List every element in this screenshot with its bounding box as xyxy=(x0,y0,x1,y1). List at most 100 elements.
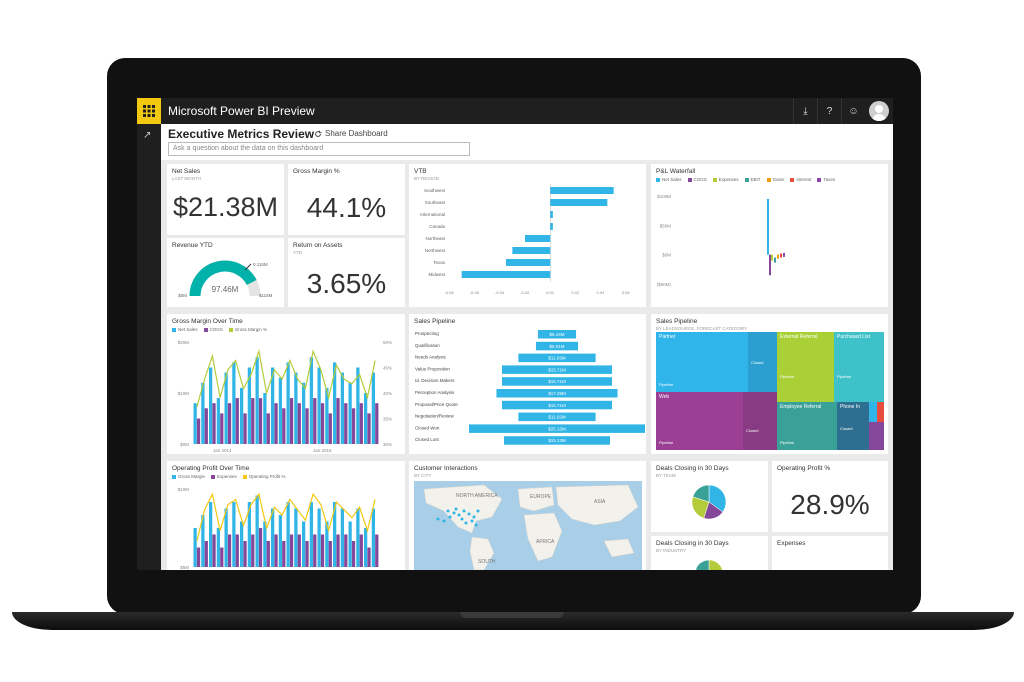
tile-return-on-assets[interactable]: Return on Assets YTD 3.65% xyxy=(288,238,405,307)
bar-series-2 xyxy=(251,398,255,444)
category-label: Midwest xyxy=(428,272,445,277)
pl-waterfall-chart: $100M $50M $0M ($50M) xyxy=(657,194,785,287)
tile-title: Return on Assets xyxy=(293,242,343,249)
treemap-block-phone-in[interactable]: Phone In Closed xyxy=(837,402,869,450)
funnel-value-label: $15.71M xyxy=(548,403,566,408)
top-bar: Microsoft Power BI Preview ⤓ ? ☺ xyxy=(137,98,893,124)
gauge-max: $115M xyxy=(259,293,273,298)
funnel-bar xyxy=(501,365,613,374)
pie-slice xyxy=(708,484,727,513)
funnel-stage-label: Negotiation/Review xyxy=(415,414,455,419)
download-button[interactable]: ⤓ xyxy=(793,98,817,124)
bar-series-1 xyxy=(201,382,205,444)
bar-series-2 xyxy=(305,541,309,567)
tile-title: Net Sales xyxy=(172,168,201,175)
world-map[interactable]: NORTH AMERICA EUROPE ASIA AFRICA SOUTH xyxy=(414,481,642,570)
funnel-bar xyxy=(535,341,579,351)
category-label: Southeast xyxy=(425,200,446,205)
treemap-block-employee-referral[interactable]: Employee Referral Pipeline xyxy=(777,402,837,450)
waterfall-bar-interest xyxy=(780,253,782,258)
legend-item: Expenses xyxy=(211,474,237,479)
bar-series-1 xyxy=(364,393,368,444)
treemap-block-partner[interactable]: Partner Pipeline xyxy=(656,332,748,392)
tile-net-sales[interactable]: Net Sales LAST MONTH $21.38M xyxy=(167,164,284,235)
expand-arrow-icon[interactable]: ↗ xyxy=(143,130,152,141)
treemap-block-partner-closed[interactable]: Closed xyxy=(748,332,777,392)
category-label: Southwest xyxy=(424,188,446,193)
funnel-value-label: $11.03M xyxy=(548,356,565,361)
funnel-bar xyxy=(518,412,596,422)
legend-item: COGS xyxy=(687,177,707,182)
bar-series-1 xyxy=(224,372,228,444)
pie-slice xyxy=(695,559,710,570)
funnel-stage-label: Prospecting xyxy=(415,331,439,336)
pl-legend: Net Sales COGS Expenses EBIT Gains Interest Ta… xyxy=(656,177,835,182)
tile-title: Expenses xyxy=(777,540,806,547)
tile-deals-by-industry[interactable]: Deals Closing in 30 Days BY INDUSTRY xyxy=(651,536,768,570)
tile-customer-interactions[interactable]: Customer Interactions BY CITY NORTH AMER… xyxy=(409,461,646,570)
user-avatar[interactable] xyxy=(869,101,889,121)
bar-series-2 xyxy=(196,547,201,567)
x-tick-label: -0.06 xyxy=(470,290,480,295)
funnel-stage-label: Proposal/Price Quote xyxy=(415,402,458,407)
share-dashboard-button[interactable]: Share Dashboard xyxy=(314,129,388,138)
gauge-min: $0M xyxy=(178,293,187,298)
category-label: Northwest xyxy=(425,248,446,253)
treemap-block-small-1[interactable] xyxy=(869,402,877,422)
bar-series-1 xyxy=(278,515,283,567)
bar-series-2 xyxy=(227,534,232,567)
tile-subtitle: BY TEAM xyxy=(656,473,676,478)
treemap-block-small-2[interactable] xyxy=(877,402,884,422)
tile-deals-by-team[interactable]: Deals Closing in 30 Days BY TEAM xyxy=(651,461,768,532)
tile-title: Revenue YTD xyxy=(172,242,213,249)
treemap-block-web-closed[interactable]: Closed xyxy=(743,392,777,450)
help-button[interactable]: ? xyxy=(817,98,841,124)
tile-sales-pipeline-funnel[interactable]: Sales Pipeline Prospecting $5.44M Qualific… xyxy=(409,314,646,454)
tile-sales-pipeline-treemap[interactable]: Sales Pipeline BY LEADSOURCE, FORECAST C… xyxy=(651,314,888,454)
tile-revenue-ytd[interactable]: Revenue YTD 97.46M $0M $115M 0.116M xyxy=(167,238,284,307)
y-tick-label: $50M xyxy=(660,223,672,228)
bar-series-2 xyxy=(227,403,232,444)
bar-series-1 xyxy=(317,508,321,567)
share-icon xyxy=(315,130,322,137)
funnel-value-label: $11.02M xyxy=(548,415,565,420)
line-series xyxy=(196,348,376,408)
app-launcher-button[interactable] xyxy=(137,98,161,124)
bar-series-1 xyxy=(325,387,329,444)
tile-operating-profit-pct[interactable]: Operating Profit % 28.9% xyxy=(772,461,888,532)
bar-series-2 xyxy=(313,398,317,444)
funnel-stage-label: Closed Lost xyxy=(415,437,440,442)
legend-item: Gross Margin % xyxy=(228,327,267,332)
tile-op-over-time[interactable]: Operating Profit Over Time Gross Margin … xyxy=(167,461,405,570)
bar-series-2 xyxy=(344,534,348,567)
svg-text:EUROPE: EUROPE xyxy=(530,494,552,500)
bar-series-2 xyxy=(251,534,255,567)
bar-series-2 xyxy=(367,413,371,444)
vtb-chart: Southwest Southeast International Canada Nor… xyxy=(420,184,630,295)
tile-pl-waterfall[interactable]: P&L Waterfall Net Sales COGS Expenses EBIT G… xyxy=(651,164,888,307)
funnel-bar xyxy=(469,424,645,433)
y-tick-label: $0M xyxy=(180,442,189,447)
tile-gross-margin[interactable]: Gross Margin % 44.1% xyxy=(288,164,405,235)
x-tick-label: 0.02 xyxy=(571,290,580,295)
vtb-bar xyxy=(461,271,551,278)
treemap-block-web[interactable]: Web Pipeline xyxy=(656,392,743,450)
bar-series-2 xyxy=(243,413,247,444)
tile-gm-over-time[interactable]: Gross Margin Over Time Net Sales COGS Gr… xyxy=(167,314,405,454)
tile-expenses[interactable]: Expenses xyxy=(772,536,888,570)
bar-series-1 xyxy=(224,508,228,567)
bar-series-1 xyxy=(364,528,368,567)
x-tick-label: 0.00 xyxy=(546,290,555,295)
treemap-block-purchased-list[interactable]: Purchased List Pipeline xyxy=(834,332,884,402)
tile-title: Sales Pipeline xyxy=(414,318,456,325)
bar-series-1 xyxy=(340,372,345,444)
feedback-button[interactable]: ☺ xyxy=(841,98,865,124)
treemap-block-small-3[interactable] xyxy=(869,422,884,450)
treemap-block-external-referral[interactable]: External Referral Pipeline xyxy=(777,332,834,402)
vtb-bar xyxy=(550,211,553,218)
download-icon: ⤓ xyxy=(803,105,808,117)
dashboard-header: Executive Metrics Review Share Dashboard… xyxy=(161,124,893,160)
qa-input[interactable]: Ask a question about the data on this da… xyxy=(168,142,470,156)
tile-vtb[interactable]: VTB BY REGION Southwest Southeast Internat… xyxy=(409,164,646,307)
gauge-fill xyxy=(189,260,257,297)
